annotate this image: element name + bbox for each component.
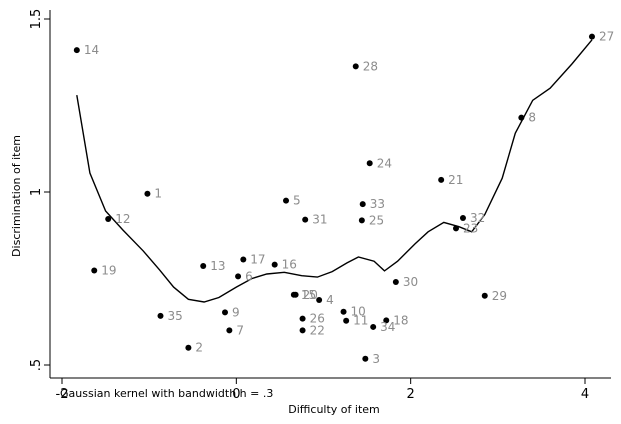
data-point-label: 32 xyxy=(470,211,485,225)
data-point-label: 21 xyxy=(448,173,463,187)
data-point-label: 1 xyxy=(154,187,162,201)
x-tick-label: 2 xyxy=(407,387,415,402)
x-ticks: -2 0 2 4 xyxy=(56,378,589,402)
data-point-label: 18 xyxy=(393,313,408,327)
data-point-label: 15 xyxy=(301,288,316,302)
data-point xyxy=(222,309,229,316)
data-point xyxy=(302,216,309,223)
axes xyxy=(49,10,611,379)
data-point-label: 5 xyxy=(293,194,301,208)
data-point-label: 34 xyxy=(380,320,395,334)
kernel-note: Gaussian kernel with bandwidth h = .3 xyxy=(60,387,273,400)
data-point-label: 7 xyxy=(236,323,244,337)
data-point xyxy=(316,296,323,303)
data-point xyxy=(588,33,595,40)
data-point-label: 19 xyxy=(101,264,116,278)
data-point-label: 28 xyxy=(363,59,378,73)
data-point xyxy=(392,278,399,285)
data-point xyxy=(185,344,192,351)
data-point xyxy=(144,190,151,197)
data-point-label: 17 xyxy=(250,252,265,266)
data-point xyxy=(105,215,112,222)
y-tick-label: .5 xyxy=(29,359,44,371)
data-point-label: 9 xyxy=(232,305,240,319)
data-point xyxy=(452,225,459,232)
data-point-label: 33 xyxy=(370,197,385,211)
data-point xyxy=(299,327,306,334)
data-point-label: 30 xyxy=(403,275,418,289)
data-point-label: 4 xyxy=(326,293,334,307)
data-point xyxy=(91,267,98,274)
data-point xyxy=(518,114,525,121)
data-point xyxy=(200,263,207,270)
data-point xyxy=(157,312,164,319)
y-tick-label: 1 xyxy=(29,188,44,196)
data-point xyxy=(358,217,365,224)
data-point-label: 29 xyxy=(492,289,507,303)
data-point xyxy=(226,327,233,334)
data-point xyxy=(352,63,359,70)
data-point-label: 10 xyxy=(351,305,366,319)
data-point-label: 13 xyxy=(210,259,225,273)
data-point-label: 20 xyxy=(303,288,318,302)
data-point-label: 12 xyxy=(115,212,130,226)
data-point-label: 2 xyxy=(195,341,203,355)
data-point-label: 14 xyxy=(84,43,99,57)
data-point xyxy=(235,273,242,280)
data-point-label: 6 xyxy=(245,269,253,283)
data-point xyxy=(359,201,366,208)
x-tick-label: 0 xyxy=(232,387,240,402)
data-point xyxy=(283,197,290,204)
y-axis-title: Discrimination of item xyxy=(10,135,23,257)
x-tick-label: 4 xyxy=(581,387,589,402)
data-point xyxy=(343,317,350,324)
data-point xyxy=(383,317,390,324)
data-point xyxy=(271,261,278,268)
data-point xyxy=(366,160,373,167)
data-point-label: 27 xyxy=(599,30,614,44)
data-point xyxy=(292,291,299,298)
data-point-label: 8 xyxy=(528,111,536,125)
kernel-smooth-line xyxy=(76,39,593,303)
data-point-label: 3 xyxy=(372,352,380,366)
data-point xyxy=(370,323,377,330)
data-point-label: 31 xyxy=(312,213,327,227)
x-axis-title: Difficulty of item xyxy=(288,403,380,416)
data-point-label: 24 xyxy=(377,156,392,170)
data-point xyxy=(438,176,445,183)
data-point xyxy=(481,292,488,299)
y-tick-label: 1.5 xyxy=(29,9,44,30)
data-point xyxy=(362,355,369,362)
data-point xyxy=(459,214,466,221)
data-point-label: 22 xyxy=(310,323,325,337)
y-ticks: .5 1 1.5 xyxy=(29,9,50,371)
data-point-label: 16 xyxy=(282,258,297,272)
data-point xyxy=(299,315,306,322)
data-point xyxy=(340,308,347,315)
data-point-label: 26 xyxy=(310,312,325,326)
data-point xyxy=(73,47,80,54)
data-point-label: 35 xyxy=(167,309,182,323)
x-tick-label: -2 xyxy=(56,387,69,402)
data-point xyxy=(240,256,247,263)
data-point-label: 11 xyxy=(353,314,368,328)
data-point-label: 23 xyxy=(463,221,478,235)
data-point-label: 25 xyxy=(369,213,384,227)
